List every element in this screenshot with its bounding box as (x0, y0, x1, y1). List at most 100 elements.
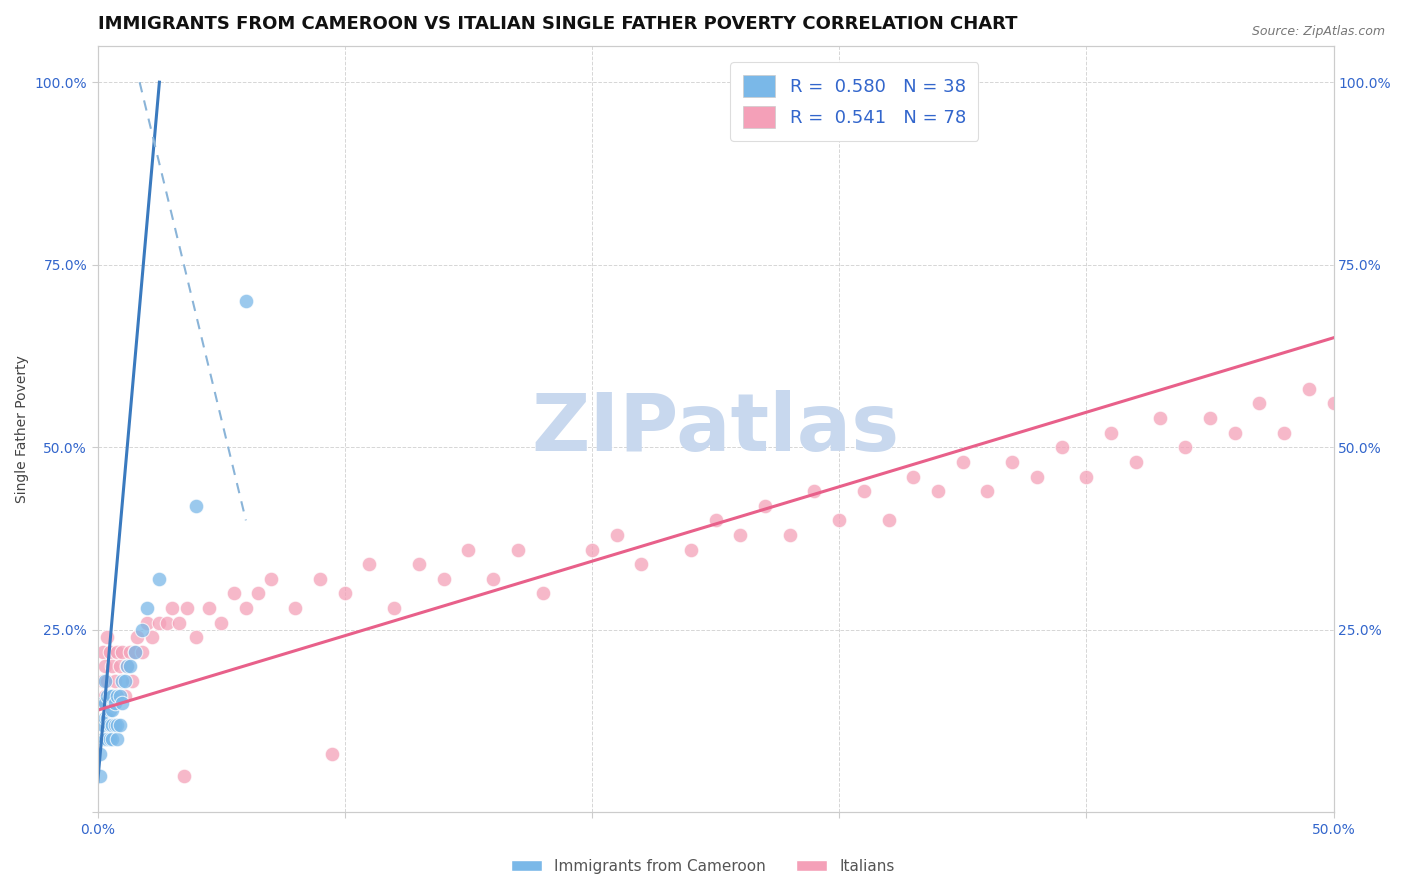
Point (98, 689, 121, 703)
Point (91, 718, 114, 732)
Point (148, 615, 170, 630)
Legend: Immigrants from Cameroon, Italians: Immigrants from Cameroon, Italians (505, 853, 901, 880)
Point (852, 484, 875, 499)
Point (952, 455, 974, 469)
Point (98, 689, 121, 703)
Point (98, 703, 121, 717)
Point (89, 747, 111, 761)
Point (94, 659, 117, 673)
Point (118, 659, 141, 673)
Point (108, 718, 131, 732)
Point (114, 673, 136, 688)
Point (101, 718, 124, 732)
Point (433, 572, 456, 586)
Point (111, 673, 134, 688)
Point (127, 630, 149, 644)
Point (779, 528, 801, 542)
Point (111, 696, 134, 710)
Point (927, 484, 949, 499)
Point (117, 659, 139, 673)
Point (131, 623, 153, 637)
Point (408, 557, 430, 571)
Point (104, 718, 127, 732)
Point (101, 732, 124, 747)
Point (1025, 469, 1047, 483)
Point (482, 572, 505, 586)
Point (235, 294, 257, 309)
Point (1076, 469, 1098, 483)
Point (606, 528, 628, 542)
Point (903, 469, 925, 483)
Point (91, 732, 114, 747)
Point (160, 601, 183, 615)
Point (1174, 440, 1197, 454)
Point (186, 499, 208, 513)
Point (167, 615, 190, 630)
Point (186, 630, 208, 644)
Point (96, 673, 118, 688)
Point (105, 718, 128, 732)
Point (1223, 425, 1246, 440)
Point (136, 601, 159, 615)
Point (382, 601, 405, 615)
Point (333, 586, 356, 600)
Point (96, 732, 118, 747)
Point (108, 659, 131, 673)
Point (754, 499, 776, 513)
Point (94, 673, 117, 688)
Point (108, 689, 131, 703)
Point (89, 696, 111, 710)
Point (89, 769, 111, 783)
Point (1322, 396, 1344, 410)
Point (235, 601, 257, 615)
Point (121, 673, 143, 688)
Point (1272, 425, 1295, 440)
Point (156, 615, 179, 630)
Point (105, 689, 128, 703)
Point (117, 659, 139, 673)
Point (1050, 440, 1073, 454)
Point (247, 586, 270, 600)
Point (321, 747, 343, 761)
Point (105, 645, 128, 659)
Point (141, 630, 163, 644)
Point (531, 586, 554, 600)
Point (1125, 455, 1147, 469)
Point (98, 645, 121, 659)
Point (173, 769, 195, 783)
Point (359, 557, 381, 571)
Point (104, 696, 127, 710)
Point (1099, 425, 1122, 440)
Point (124, 645, 146, 659)
Point (457, 542, 479, 557)
Point (148, 572, 170, 586)
Point (96, 689, 118, 703)
Point (284, 601, 307, 615)
Point (101, 659, 124, 673)
Point (209, 615, 232, 630)
Point (91, 645, 114, 659)
Point (198, 601, 221, 615)
Point (96, 710, 118, 724)
Point (1199, 411, 1222, 425)
Point (105, 732, 128, 747)
Point (94, 689, 117, 703)
Point (704, 513, 727, 527)
Legend: R =  0.580   N = 38, R =  0.541   N = 78: R = 0.580 N = 38, R = 0.541 N = 78 (730, 62, 979, 141)
Point (803, 484, 825, 499)
Point (222, 586, 245, 600)
Point (94, 732, 117, 747)
Point (1298, 382, 1320, 396)
Point (94, 710, 117, 724)
Point (124, 645, 146, 659)
Point (118, 645, 141, 659)
Point (96, 630, 118, 644)
Point (111, 645, 134, 659)
Point (136, 615, 159, 630)
Point (176, 601, 198, 615)
Text: Source: ZipAtlas.com: Source: ZipAtlas.com (1251, 25, 1385, 38)
Point (104, 673, 127, 688)
Point (506, 542, 529, 557)
Point (91, 696, 114, 710)
Text: IMMIGRANTS FROM CAMEROON VS ITALIAN SINGLE FATHER POVERTY CORRELATION CHART: IMMIGRANTS FROM CAMEROON VS ITALIAN SING… (97, 15, 1017, 33)
